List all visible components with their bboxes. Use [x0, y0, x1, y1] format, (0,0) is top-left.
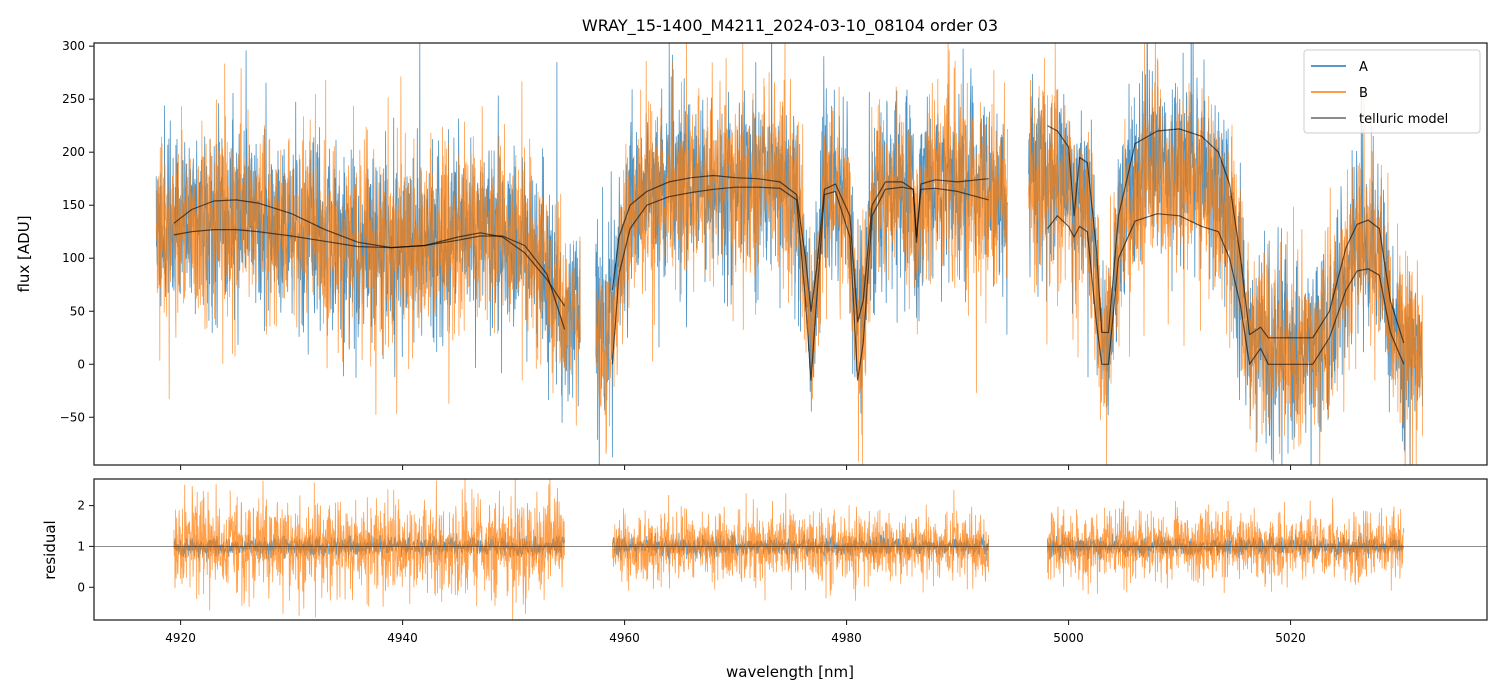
residual-b-segment [612, 489, 989, 601]
y-tick-label: −50 [60, 410, 85, 424]
residual-plot-area [94, 479, 1487, 620]
flux-plot-area [155, 43, 1423, 465]
x-tick-label: 4920 [165, 631, 196, 645]
telluric-model-a-segment [1047, 125, 1405, 344]
y-tick-label: 100 [62, 251, 85, 265]
residual-y-axis-label: residual [41, 520, 59, 579]
residual-panel: 0 1 2 4920 4940 4960 4980 5000 5020 residual [41, 478, 1488, 645]
telluric-model-b-segment [1047, 213, 1405, 365]
spectrum-b-segment [155, 63, 581, 426]
y-tick-label: 50 [70, 304, 85, 318]
y-tick-label: 1 [77, 539, 85, 553]
residual-b-segment [173, 479, 565, 620]
y-tick-label: 150 [62, 198, 85, 212]
y-tick-label: 300 [62, 39, 85, 53]
x-axis: 4920 4940 4960 4980 5000 5020 [165, 620, 1306, 645]
flux-axes-frame [93, 42, 1488, 466]
x-tick-label: 5020 [1275, 631, 1306, 645]
telluric-model-a-segment [173, 199, 566, 307]
telluric-model-b-segment [173, 229, 566, 330]
y-tick-label: 250 [62, 92, 85, 106]
legend-label-a: A [1359, 60, 1368, 75]
flux-x-ticks [180, 465, 1292, 470]
flux-y-axis-label: flux [ADU] [15, 215, 33, 292]
y-tick-label: 200 [62, 145, 85, 159]
telluric-model-b-segment [611, 186, 989, 381]
y-tick-label: 2 [77, 499, 85, 513]
x-tick-label: 5000 [1053, 631, 1084, 645]
y-tick-label: 0 [77, 580, 85, 594]
legend-label-telluric: telluric model [1359, 112, 1448, 127]
flux-panel: −50 0 50 100 150 200 250 300 flux [ADU] A B tel… [15, 39, 1488, 470]
residual-axes-frame [93, 478, 1488, 621]
chart-title: WRAY_15-1400_M4211_2024-03-10_08104 orde… [582, 16, 998, 36]
legend-label-b: B [1359, 86, 1368, 101]
legend-box [1303, 49, 1481, 134]
x-tick-label: 4980 [831, 631, 862, 645]
residual-y-axis: 0 1 2 [77, 499, 94, 594]
x-tick-label: 4940 [387, 631, 418, 645]
legend: A B telluric model [1303, 49, 1481, 134]
y-tick-label: 0 [77, 357, 85, 371]
x-axis-label: wavelength [nm] [726, 663, 854, 681]
x-tick-label: 4960 [609, 631, 640, 645]
residual-b-segment [1047, 498, 1405, 595]
flux-y-axis: −50 0 50 100 150 200 250 300 [60, 39, 94, 424]
